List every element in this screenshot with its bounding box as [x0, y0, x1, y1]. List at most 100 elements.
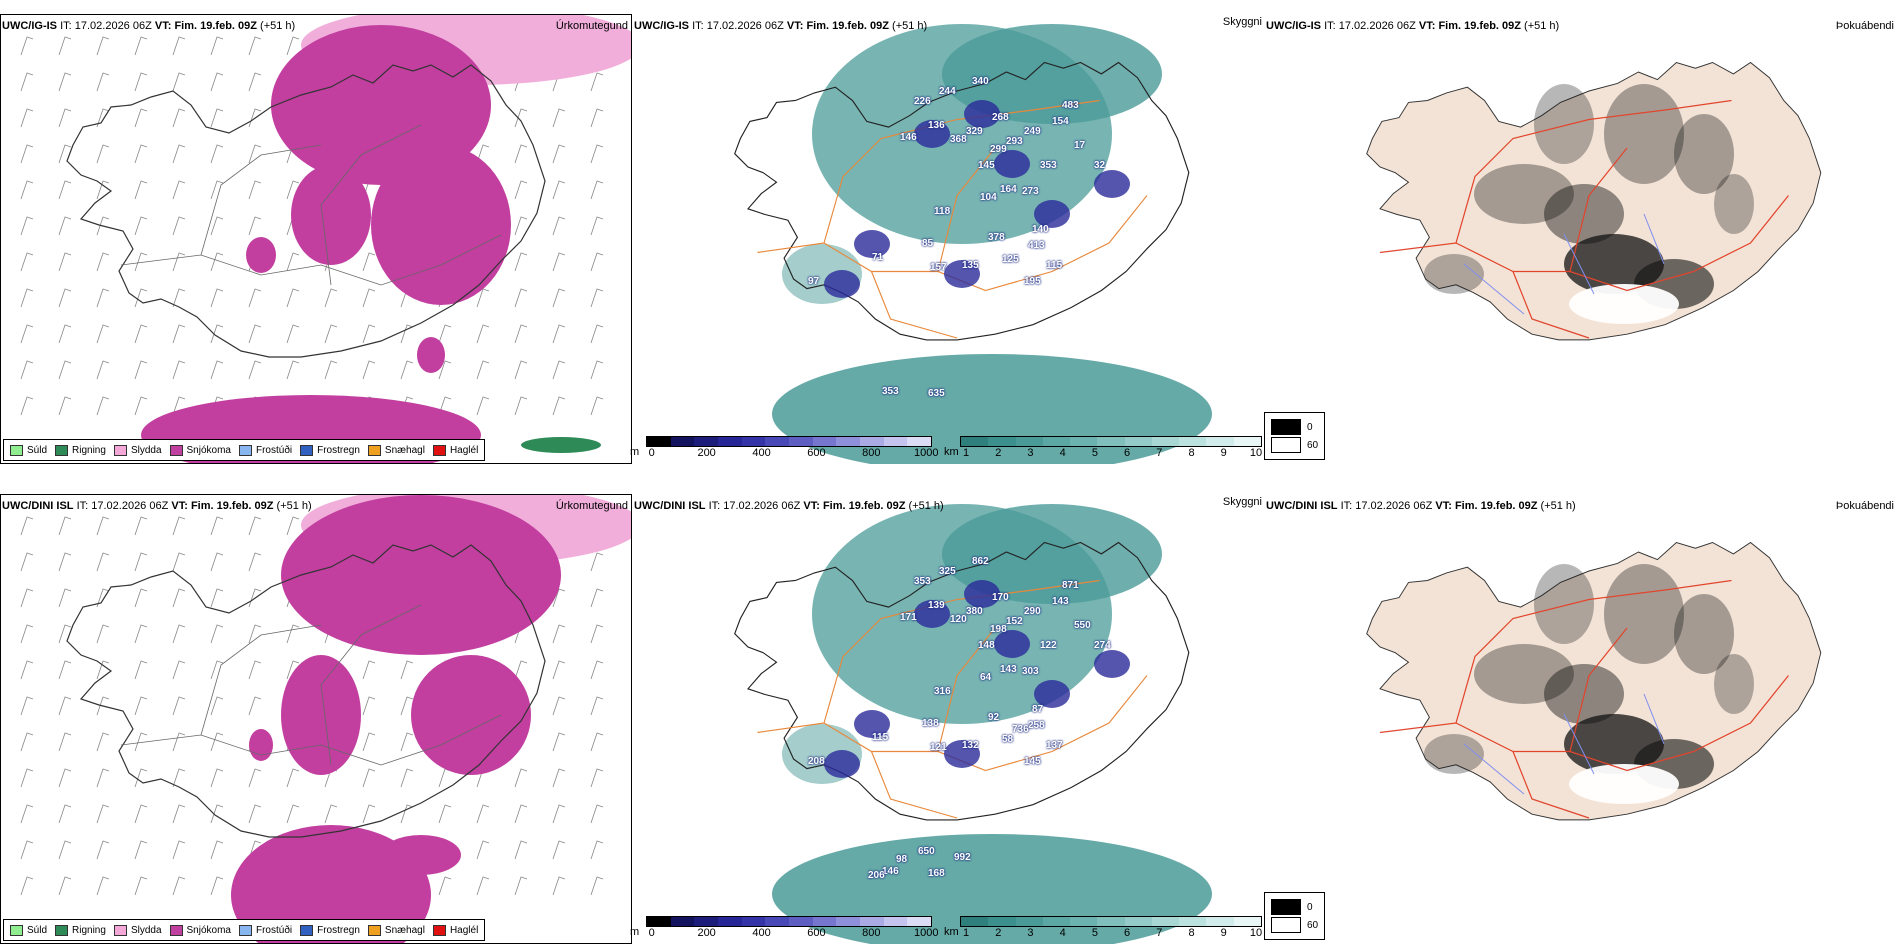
field-patch: [1604, 564, 1684, 664]
colorbar-tick-label: 5: [1091, 447, 1098, 459]
visibility-field: [772, 24, 1212, 464]
colorbar-step: [789, 917, 813, 926]
colorbar-step: [647, 917, 671, 926]
peak-height-label: 293: [1006, 136, 1023, 147]
peak-height-label: 290: [1024, 606, 1041, 617]
colorbar-unit: m: [630, 926, 640, 938]
colorbar-step: [1015, 437, 1043, 446]
field-patch: [1604, 84, 1684, 184]
peak-height-label: 85: [922, 238, 934, 249]
field-patch: [1674, 594, 1734, 674]
colorbar-step: [883, 917, 908, 926]
peak-height-label: 71: [872, 252, 884, 263]
precip-map-top: [20, 15, 631, 463]
colorbar-step: [883, 437, 908, 446]
precip-panel-top: Súld Rigning Slydda Snjókoma Frostúði Frostre…: [0, 14, 632, 464]
field-patch: [964, 580, 1000, 608]
peak-height-label: 340: [972, 76, 989, 87]
field-patch: [942, 504, 1162, 604]
lead-time: (+51 h): [908, 500, 944, 512]
precip-panel-bottom: Súld Rigning Slydda Snjókoma Frostúði Frostre…: [0, 494, 632, 944]
peak-height-label: 115: [872, 732, 889, 743]
colorbar-step: [907, 917, 932, 926]
colorbar-step: [961, 917, 989, 926]
colorbar-unit: m: [630, 446, 640, 458]
field-patch: [249, 729, 273, 761]
field-patch: [246, 237, 276, 273]
field-patch: [1094, 170, 1130, 198]
precip-legend-top: Súld Rigning Slydda Snjókoma Frostúði Frostre…: [3, 439, 486, 461]
peak-height-label: 157: [930, 262, 947, 273]
colorbar-step: [741, 437, 766, 446]
panel-title-vis-top: UWC/IG-IS IT: 17.02.2026 06Z VT: Fim. 19…: [634, 20, 927, 32]
colorbar-tick-label: 600: [807, 447, 826, 459]
peak-height-label: 195: [1024, 276, 1041, 287]
field-patch: [281, 655, 361, 775]
legend-swatch: [169, 444, 183, 456]
legend-swatch: [55, 444, 69, 456]
peak-height-label: 413: [1028, 240, 1045, 251]
colorbar-step: [1233, 917, 1261, 926]
colorbar-unit: km: [944, 446, 959, 458]
peak-height-label: 483: [1062, 100, 1079, 111]
vt-value: Fim. 19.feb. 09Z: [1438, 20, 1521, 32]
fog-legend-label: 0: [1307, 421, 1313, 433]
lead-time: (+51 h): [260, 20, 296, 32]
legend-label: Snæhagl: [384, 924, 425, 936]
vt-label: VT:: [803, 500, 820, 512]
lead-time: (+51 h): [1540, 500, 1576, 512]
peak-height-label: 299: [990, 144, 1007, 155]
colorbar-tick-label: 7: [1156, 447, 1163, 459]
peak-height-label: 121: [930, 742, 947, 753]
vt-value: Fim. 19.feb. 09Z: [822, 500, 906, 512]
colorbar-step: [860, 917, 884, 926]
vt-value: Fim. 19.feb. 09Z: [190, 500, 274, 512]
lead-time: (+51 h): [892, 20, 928, 32]
colorbar-step: [765, 917, 790, 926]
peak-height-label: 146: [900, 132, 917, 143]
it-label: IT:: [1324, 20, 1336, 32]
visibility-colorbar-bottom: km 1 2 3 4 5 6 7 8 9 10: [944, 916, 1263, 939]
colorbar-step: [1233, 437, 1261, 446]
colorbar-step: [1097, 437, 1125, 446]
colorbar-swatches: [646, 916, 932, 927]
peak-height-label: 353: [1040, 160, 1057, 171]
colorbar-step: [1042, 917, 1071, 926]
colorbar-step: [812, 917, 837, 926]
field-patch: [854, 230, 890, 258]
peak-height-label: 143: [1052, 596, 1069, 607]
colorbar-tick-label: 10: [1249, 927, 1263, 939]
field-patch: [1714, 654, 1754, 714]
high-terrain: [824, 100, 1130, 298]
peak-height-label: 268: [992, 112, 1009, 123]
panel-title-fog-top: UWC/IG-IS IT: 17.02.2026 06Z VT: Fim. 19…: [1266, 20, 1559, 32]
peak-height-label: 650: [918, 846, 935, 857]
road-lines: [120, 124, 502, 286]
elevation-colorbar-top: m 0 200 400 600 800 1000: [630, 436, 939, 459]
peak-height-label: 378: [988, 232, 1005, 243]
model-name: UWC/IG-IS: [2, 20, 57, 32]
legend-swatch: [55, 924, 69, 936]
legend-swatch: [10, 444, 23, 456]
peak-height-label: 168: [928, 868, 945, 879]
peak-height-label: 353: [882, 386, 899, 397]
legend-label: Slydda: [130, 444, 162, 456]
field-patch: [1569, 284, 1679, 324]
colorbar-tick-label: 0: [648, 447, 655, 459]
colorbar-step: [836, 917, 861, 926]
colorbar-step: [988, 917, 1016, 926]
colorbar-tick-label: 1000: [914, 927, 939, 939]
fog-map-bottom: [1366, 541, 1822, 821]
peak-height-label: 316: [934, 686, 951, 697]
field-patch: [942, 24, 1162, 124]
colorbar-ticks: 0 200 400 600 800 1000: [646, 927, 939, 939]
it-label: IT:: [1340, 500, 1353, 512]
fog-legend-top: 0 60: [1264, 412, 1326, 460]
fog-legend-swatch: [1271, 419, 1301, 435]
legend-label: Rigning: [72, 924, 106, 936]
field-patch: [381, 835, 461, 875]
model-name: UWC/DINI ISL: [1266, 500, 1338, 512]
legend-swatch: [432, 924, 446, 936]
field-patch: [521, 437, 601, 453]
it-value: 17.02.2026 06Z: [91, 500, 169, 512]
